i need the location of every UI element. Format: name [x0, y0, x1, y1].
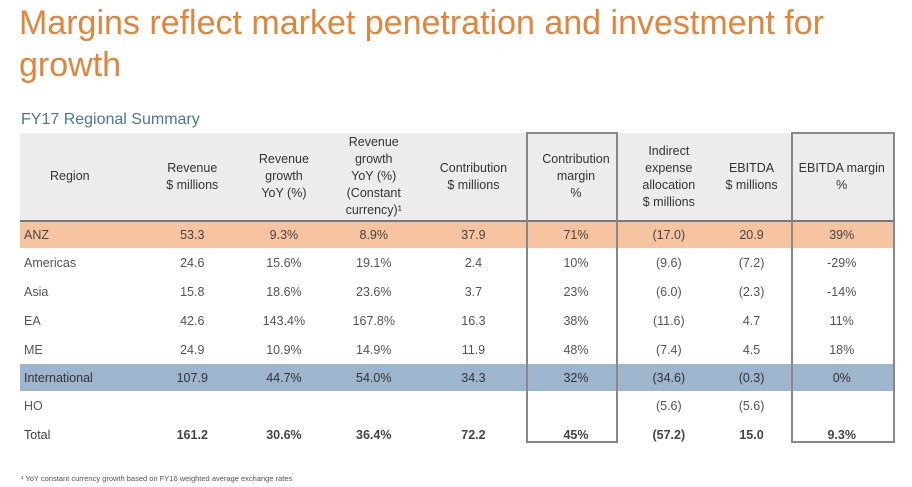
value-cell: -14% — [827, 284, 857, 299]
table-row: International 107.9 44.7% 54.0% 34.3 32% (34.6… — [20, 364, 893, 391]
value-cell: 42.6 — [180, 313, 205, 328]
column-header: Contribution margin % — [526, 133, 626, 222]
value-cell: 14.9% — [356, 342, 392, 357]
region-cell: Americas — [24, 255, 77, 270]
value-cell: 107.9 — [144, 364, 241, 391]
value-cell: (7.2) — [738, 255, 765, 270]
value-cell: 20.9 — [712, 221, 791, 248]
value-cell: (17.0) — [625, 221, 713, 248]
value-cell — [240, 391, 327, 420]
column-header: Indirect expense allocation $ millions — [625, 133, 713, 222]
value-cell: 11% — [829, 313, 854, 328]
value-cell: 34.3 — [419, 364, 527, 391]
value-cell: -29% — [827, 255, 857, 270]
value-cell: 54.0% — [327, 364, 420, 391]
value-cell: 161.2 — [176, 427, 208, 442]
value-cell: (34.6) — [625, 364, 713, 391]
value-cell: (0.3) — [712, 364, 791, 391]
value-cell: 9.3% — [240, 221, 328, 248]
value-cell: 24.6 — [180, 255, 205, 270]
region-cell: Asia — [24, 284, 49, 299]
value-cell: (11.6) — [652, 313, 685, 328]
value-cell: 9.3% — [827, 427, 856, 442]
value-cell: 18.6% — [266, 284, 302, 299]
table-row: EA 42.6 143.4% 167.8% 16.3 38% (11.6) 4.7 11% — [20, 306, 893, 335]
value-cell: 24.9 — [180, 342, 205, 357]
region-cell: EA — [24, 313, 41, 328]
value-cell: 167.8% — [352, 313, 395, 328]
value-cell: 30.6% — [266, 427, 302, 442]
value-cell: (5.6) — [738, 398, 765, 413]
region-cell: International — [20, 364, 145, 391]
value-cell: 37.9 — [419, 221, 527, 248]
table-row: HO (5.6) (5.6) — [20, 391, 893, 420]
table-row: Americas 24.6 15.6% 19.1% 2.4 10% (9.6) (7.2) -2… — [20, 248, 893, 277]
value-cell: 38% — [563, 313, 589, 328]
value-cell: 19.1% — [356, 255, 392, 270]
value-cell: 16.3 — [461, 313, 486, 328]
value-cell: (6.0) — [655, 284, 682, 299]
table-row: ANZ 53.3 9.3% 8.9% 37.9 71% (17.0) 20.9 39% — [20, 221, 893, 248]
footnote: ¹ YoY constant currency growth based on … — [21, 474, 293, 483]
column-header: Contribution $ millions — [419, 133, 527, 222]
column-header: EBITDA margin % — [790, 133, 893, 222]
table-row: Asia 15.8 18.6% 23.6% 3.7 23% (6.0) (2.3) -14% — [20, 277, 893, 306]
value-cell: 15.8 — [180, 284, 205, 299]
column-header: Revenue $ millions — [144, 133, 241, 222]
value-cell: 2.4 — [464, 255, 483, 270]
value-cell: 44.7% — [240, 364, 328, 391]
value-cell: 4.5 — [742, 342, 761, 357]
region-cell: ME — [24, 342, 43, 357]
table-row: Total 161.2 30.6% 36.4% 72.2 45% (57.2) 15.0 9.3… — [20, 420, 893, 449]
table-title: FY17 Regional Summary — [21, 111, 200, 128]
value-cell — [328, 391, 420, 420]
value-cell: 23.6% — [356, 284, 392, 299]
region-cell: HO — [24, 398, 43, 413]
value-cell: (2.3) — [738, 284, 765, 299]
value-cell — [527, 391, 625, 420]
value-cell: 15.0 — [739, 427, 764, 442]
value-cell: (7.4) — [655, 342, 682, 357]
column-header: Revenue growth YoY (%) — [240, 133, 328, 222]
value-cell: 32% — [526, 364, 626, 391]
value-cell: 10% — [563, 255, 589, 270]
value-cell — [420, 391, 527, 420]
value-cell: 23% — [563, 284, 589, 299]
value-cell: 48% — [563, 342, 589, 357]
column-header: EBITDA $ millions — [712, 133, 791, 222]
value-cell: 36.4% — [356, 427, 392, 442]
column-header: Revenue growth YoY (%) (Constant currenc… — [327, 133, 420, 222]
value-cell: 11.9 — [461, 342, 486, 357]
value-cell: 18% — [829, 342, 855, 357]
value-cell: (9.6) — [655, 255, 682, 270]
slide-title: Margins reflect market penetration and i… — [19, 4, 825, 84]
value-cell: 0% — [790, 364, 893, 391]
value-cell: 45% — [563, 427, 589, 442]
value-cell: 39% — [790, 221, 893, 248]
table-row: ME 24.9 10.9% 14.9% 11.9 48% (7.4) 4.5 18% — [20, 335, 893, 364]
value-cell: 10.9% — [266, 342, 302, 357]
value-cell: (5.6) — [655, 398, 682, 413]
value-cell: 3.7 — [464, 284, 483, 299]
value-cell: 71% — [526, 221, 626, 248]
value-cell: (57.2) — [652, 427, 686, 442]
value-cell — [144, 391, 240, 420]
column-header: Region — [20, 133, 145, 222]
region-cell: ANZ — [20, 221, 145, 248]
value-cell: 4.7 — [742, 313, 761, 328]
regional-summary-table: Region Revenue $ millions Revenue growth Y… — [20, 133, 893, 449]
region-cell: Total — [24, 427, 51, 442]
value-cell: 8.9% — [327, 221, 420, 248]
value-cell: 143.4% — [262, 313, 306, 328]
value-cell: 15.6% — [266, 255, 302, 270]
value-cell: 53.3 — [144, 221, 241, 248]
value-cell — [790, 391, 893, 420]
value-cell: 72.2 — [461, 427, 486, 442]
